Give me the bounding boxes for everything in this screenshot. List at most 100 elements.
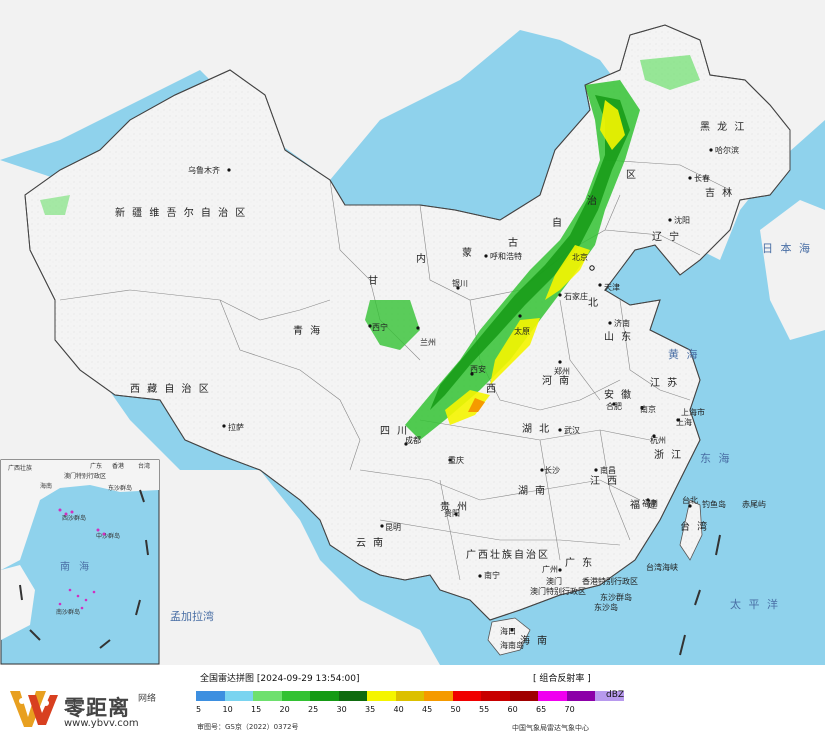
city-label: 上海	[676, 417, 692, 427]
radar-echoes	[40, 55, 700, 440]
city-dot	[594, 468, 598, 472]
city-label: 钓鱼岛	[702, 499, 726, 509]
city-labels: 乌鲁木齐 拉萨 呼和浩特 哈尔滨 长春 沈阳 北京 天津 石家庄 太原 济南 郑…	[188, 145, 766, 650]
province-label: 吉 林	[705, 186, 734, 199]
inset-label: 东沙群岛	[108, 484, 132, 492]
city-dot	[612, 402, 616, 406]
color-scale-cell	[395, 691, 424, 701]
color-scale-cell	[310, 691, 339, 701]
province-label: 辽 宁	[652, 230, 681, 243]
color-scale-cell	[367, 691, 396, 701]
color-scale-tick: 10	[222, 705, 233, 714]
legend-title: 全国雷达拼图 [2024-09-29 13:54:00]	[200, 674, 360, 684]
boundary-dashes	[679, 534, 721, 656]
inset-label: 南沙群岛	[56, 608, 80, 616]
hainan-island	[487, 617, 531, 656]
inset-islands	[58, 508, 106, 610]
city-dot	[222, 424, 226, 428]
city-label: 南昌	[600, 465, 616, 475]
inset-dashes	[19, 489, 149, 649]
city-dot	[646, 498, 650, 502]
city-label: 石家庄	[564, 291, 588, 301]
city-label: 海南岛	[500, 640, 524, 650]
city-dot	[510, 628, 514, 632]
province-labels: 新 疆 维 吾 尔 自 治 区 西 藏 自 治 区 青 海 甘 内 蒙 古 自 …	[115, 120, 744, 647]
echo-orange	[468, 398, 485, 412]
province-label: 河 南	[542, 374, 571, 387]
city-label: 乌鲁木齐	[188, 165, 220, 175]
audit-number: 审图号：GS京（2022）0372号	[197, 723, 299, 731]
province-label: 西	[486, 384, 498, 395]
province-label: 云 南	[356, 536, 385, 549]
capital-marker	[589, 265, 595, 271]
province-label: 江 西	[590, 475, 619, 487]
city-dot	[608, 321, 612, 325]
sea-label: 东 海	[700, 451, 732, 465]
city-dot	[454, 512, 458, 516]
credit-text: 中国气象局雷达气象中心	[512, 724, 589, 732]
color-scale-tick: 35	[365, 705, 376, 714]
city-dot	[668, 218, 672, 222]
city-dot	[558, 428, 562, 432]
city-label: 贵阳	[444, 508, 460, 518]
inset-label: 中沙群岛	[96, 532, 120, 540]
city-label: 银川	[452, 278, 468, 288]
color-scale-cell	[196, 691, 225, 701]
province-label: 山 东	[604, 330, 633, 343]
province-label: 台 湾	[680, 520, 709, 533]
province-label: 江 苏	[650, 376, 679, 389]
logo-icon	[10, 691, 58, 727]
city-label: 南京	[640, 404, 656, 414]
city-label: 哈尔滨	[715, 145, 739, 155]
echo-yellow-central	[490, 318, 540, 385]
sea-labels: 日 本 海 黄 海 东 海 太 平 洋 孟加拉湾	[170, 241, 810, 623]
city-label: 天津	[604, 282, 620, 292]
inset-label: 海南	[40, 482, 52, 490]
city-dot	[688, 504, 692, 508]
city-dot	[558, 568, 562, 572]
city-label: 广州	[542, 564, 558, 574]
city-label: 济南	[614, 318, 630, 328]
color-scale-tick: 25	[308, 705, 319, 714]
city-label: 昆明	[385, 523, 401, 532]
city-label: 台湾海峡	[646, 562, 678, 572]
city-dot	[227, 168, 231, 172]
province-label: 古	[508, 236, 520, 249]
city-label: 合肥	[606, 401, 622, 411]
city-label: 杭州	[650, 435, 666, 445]
city-dot	[676, 418, 680, 422]
province-label: 福 建	[630, 498, 659, 511]
city-dot	[470, 372, 474, 376]
city-dot	[456, 286, 460, 290]
city-label: 兰州	[420, 337, 436, 347]
city-dot	[448, 458, 452, 462]
city-dot	[688, 176, 692, 180]
city-label: 拉萨	[228, 422, 244, 432]
province-label: 自	[552, 216, 564, 229]
inset-mainland	[1, 460, 159, 570]
inset-label: 西沙群岛	[62, 514, 86, 522]
inset-west-land	[1, 565, 35, 640]
city-label: 台北	[682, 495, 698, 505]
color-scale-tick: 50	[450, 705, 461, 714]
province-label: 海 南	[520, 634, 549, 647]
inset-label: 澳门特别行政区	[64, 472, 106, 480]
province-label: 广 东	[565, 556, 594, 569]
inset-label: 台湾	[138, 462, 150, 470]
province-label: 湖 南	[518, 484, 547, 497]
city-label: 澳门	[546, 576, 562, 586]
echo-yellow-mid	[545, 245, 590, 300]
city-dot	[380, 524, 384, 528]
city-label: 西安	[470, 364, 486, 374]
color-scale-tick: 65	[536, 705, 547, 714]
color-scale-cell	[538, 691, 567, 701]
city-label: 成都	[405, 435, 421, 445]
echo-far-west	[40, 195, 70, 215]
province-label: 安 徽	[604, 388, 633, 401]
color-scale-tick: 15	[251, 705, 262, 714]
color-scale-tick: 40	[393, 705, 404, 714]
province-label: 蒙	[462, 246, 474, 259]
inset-sea-label: 南 海	[60, 560, 92, 573]
city-label: 海口	[500, 626, 516, 636]
color-scale-cell	[566, 691, 595, 701]
